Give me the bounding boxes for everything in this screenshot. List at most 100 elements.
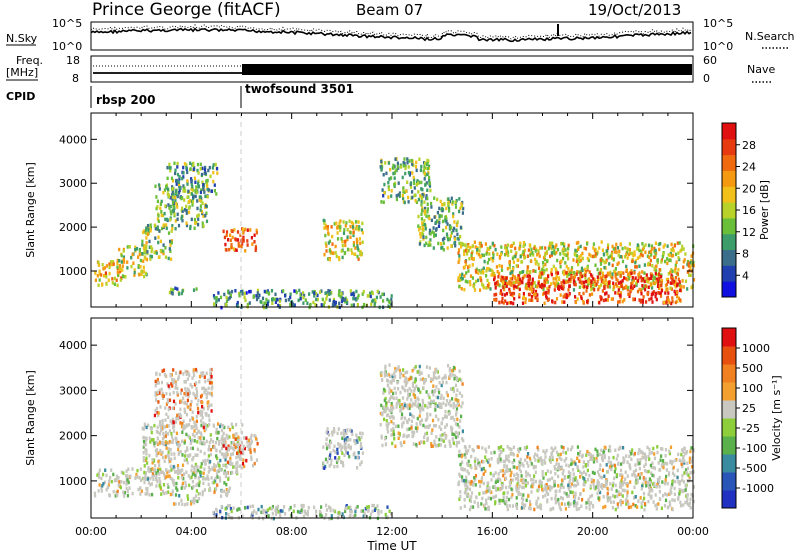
heatmap-cell <box>429 377 433 381</box>
heatmap-cell <box>154 384 157 388</box>
heatmap-cell <box>185 163 188 167</box>
heatmap-cell <box>160 213 163 218</box>
heatmap-cell <box>463 481 466 486</box>
heatmap-cell <box>652 290 655 294</box>
heatmap-cell <box>639 298 642 303</box>
heatmap-cell <box>662 252 665 256</box>
heatmap-cell <box>150 430 153 435</box>
heatmap-cell <box>590 479 593 484</box>
heatmap-cell <box>422 407 425 412</box>
heatmap-cell <box>573 460 576 464</box>
heatmap-cell <box>409 412 412 416</box>
heatmap-cell <box>228 296 231 300</box>
heatmap-cell <box>329 451 332 455</box>
heatmap-cell <box>615 473 619 477</box>
heatmap-cell <box>248 443 251 448</box>
heatmap-cell <box>567 464 571 468</box>
heatmap-cell <box>240 430 243 435</box>
heatmap-cell <box>418 403 422 407</box>
heatmap-cell <box>227 504 230 508</box>
heatmap-cell <box>426 196 429 201</box>
heatmap-cell <box>534 289 538 294</box>
heatmap-cell <box>118 264 121 268</box>
heatmap-cell <box>236 238 240 242</box>
heatmap-cell <box>385 401 388 405</box>
heatmap-cell <box>116 270 119 275</box>
heatmap-cell <box>300 508 303 513</box>
colorbar-tick-label: 8 <box>742 248 749 261</box>
heatmap-cell <box>162 471 165 476</box>
heatmap-cell <box>633 271 636 275</box>
heatmap-cell <box>464 279 467 283</box>
heatmap-cell <box>302 291 305 295</box>
heatmap-cell <box>402 368 405 372</box>
heatmap-cell <box>175 437 178 441</box>
heatmap-cell <box>225 451 228 455</box>
heatmap-cell <box>548 285 551 289</box>
heatmap-cell <box>292 509 295 513</box>
heatmap-cell <box>205 392 208 397</box>
heatmap-cell <box>682 285 685 289</box>
heatmap-cell <box>674 263 677 267</box>
heatmap-cell <box>230 422 233 426</box>
heatmap-cell <box>562 256 565 261</box>
heatmap-cell <box>650 276 653 280</box>
heatmap-cell <box>404 171 407 176</box>
heatmap-cell <box>617 261 620 265</box>
heatmap-cell <box>335 460 339 464</box>
heatmap-cell <box>562 485 565 490</box>
heatmap-cell <box>490 273 493 277</box>
heatmap-cell <box>549 282 553 286</box>
heatmap-cell <box>98 475 101 479</box>
heatmap-cell <box>179 421 182 425</box>
heatmap-cell <box>384 436 387 441</box>
heatmap-cell <box>229 233 232 237</box>
heatmap-cell <box>159 470 162 475</box>
heatmap-cell <box>571 468 575 472</box>
heatmap-cell <box>186 182 189 186</box>
heatmap-cell <box>184 379 187 384</box>
heatmap-cell <box>417 402 420 406</box>
heatmap-cell <box>143 480 146 485</box>
heatmap-cell <box>341 239 344 244</box>
heatmap-cell <box>407 392 410 397</box>
heatmap-cell <box>191 486 194 490</box>
heatmap-cell <box>134 247 137 252</box>
heatmap-cell <box>647 243 651 248</box>
heatmap-cell <box>306 512 309 517</box>
heatmap-cell <box>423 243 426 248</box>
heatmap-cell <box>544 493 547 498</box>
heatmap-cell <box>608 285 611 289</box>
heatmap-cell <box>413 380 416 384</box>
heatmap-cell <box>223 471 226 475</box>
heatmap-cell <box>489 287 492 291</box>
heatmap-cell <box>349 224 352 229</box>
heatmap-cell <box>178 502 181 506</box>
heatmap-cell <box>603 265 606 270</box>
heatmap-cell <box>670 287 673 291</box>
heatmap-cell <box>358 237 361 241</box>
heatmap-cell <box>637 451 640 456</box>
heatmap-cell <box>207 454 210 458</box>
heatmap-cell <box>634 463 637 467</box>
heatmap-cell <box>630 285 633 289</box>
heatmap-cell <box>193 373 196 378</box>
heatmap-cell <box>532 478 535 482</box>
heatmap-cell <box>536 284 539 289</box>
heatmap-cell <box>336 431 339 436</box>
heatmap-cell <box>404 370 407 375</box>
heatmap-cell <box>546 286 549 291</box>
heatmap-cell <box>353 451 356 455</box>
heatmap-cell <box>559 252 562 256</box>
heatmap-cell <box>186 179 189 183</box>
heatmap-cell <box>449 225 452 230</box>
heatmap-cell <box>167 415 170 419</box>
heatmap-cell <box>333 509 337 514</box>
heatmap-cell <box>495 298 498 302</box>
heatmap-cell <box>431 444 434 448</box>
heatmap-cell <box>155 195 158 199</box>
heatmap-cell <box>407 165 410 169</box>
heatmap-cell <box>602 278 605 282</box>
heatmap-cell <box>438 381 441 385</box>
heatmap-cell <box>614 467 617 471</box>
